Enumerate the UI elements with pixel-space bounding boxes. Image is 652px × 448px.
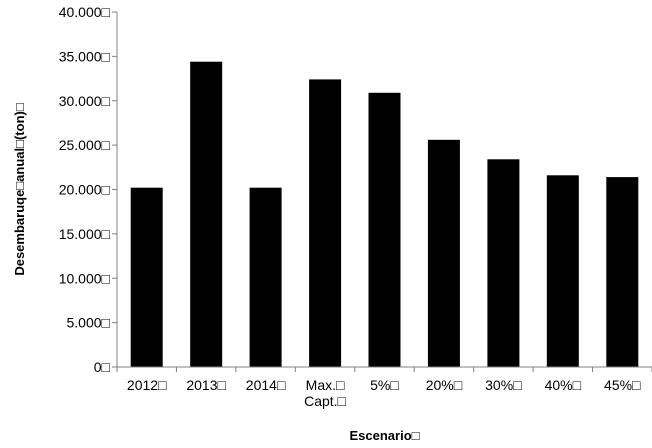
- x-tick-label: 30%□: [485, 377, 522, 393]
- bar-3: [309, 79, 342, 368]
- y-tick-label: 10.000□: [59, 270, 111, 286]
- bar-0: [130, 187, 163, 367]
- bar-7: [546, 175, 579, 367]
- x-axis-title: Escenario□: [350, 428, 420, 443]
- y-tick-label: 5.000□: [67, 315, 111, 331]
- y-tick-label: 40.000□: [59, 4, 111, 20]
- bar-1: [190, 61, 223, 367]
- bar-6: [487, 159, 520, 367]
- y-tick-label: 30.000□: [59, 93, 111, 109]
- x-tick-label: Max.□ Capt.□: [304, 377, 346, 409]
- x-tick-label: 2012□: [127, 377, 167, 393]
- y-ticks-group: 0□ 5.000□ 10.000□ 15.000□ 20.000□ 25.000□ 30.0…: [59, 4, 117, 375]
- bar-8: [606, 177, 639, 367]
- x-tick-label: 2014□: [246, 377, 286, 393]
- y-axis-title: Desembaruqe□anual□(ton)□: [12, 103, 27, 276]
- x-tick-label: 40%□: [545, 377, 582, 393]
- x-ticks-group: 2012□ 2013□ 2014□ Max.□ Capt.□ 5%□ 20%□ 30%□ 40%…: [116, 367, 652, 409]
- y-tick-label: 15.000□: [59, 226, 111, 242]
- x-tick-label: 5%□: [370, 377, 399, 393]
- bar-2: [249, 187, 282, 367]
- x-tick-label: 20%□: [426, 377, 463, 393]
- y-tick-label: 25.000□: [59, 137, 111, 153]
- x-tick-label: 2013□: [186, 377, 226, 393]
- x-tick-label: 45%□: [604, 377, 641, 393]
- bar-4: [368, 92, 401, 368]
- y-tick-label: 0□: [94, 359, 111, 375]
- y-tick-label: 35.000□: [59, 48, 111, 64]
- bar-5: [427, 139, 460, 367]
- bars-group: [130, 61, 639, 368]
- y-tick-label: 20.000□: [59, 182, 111, 198]
